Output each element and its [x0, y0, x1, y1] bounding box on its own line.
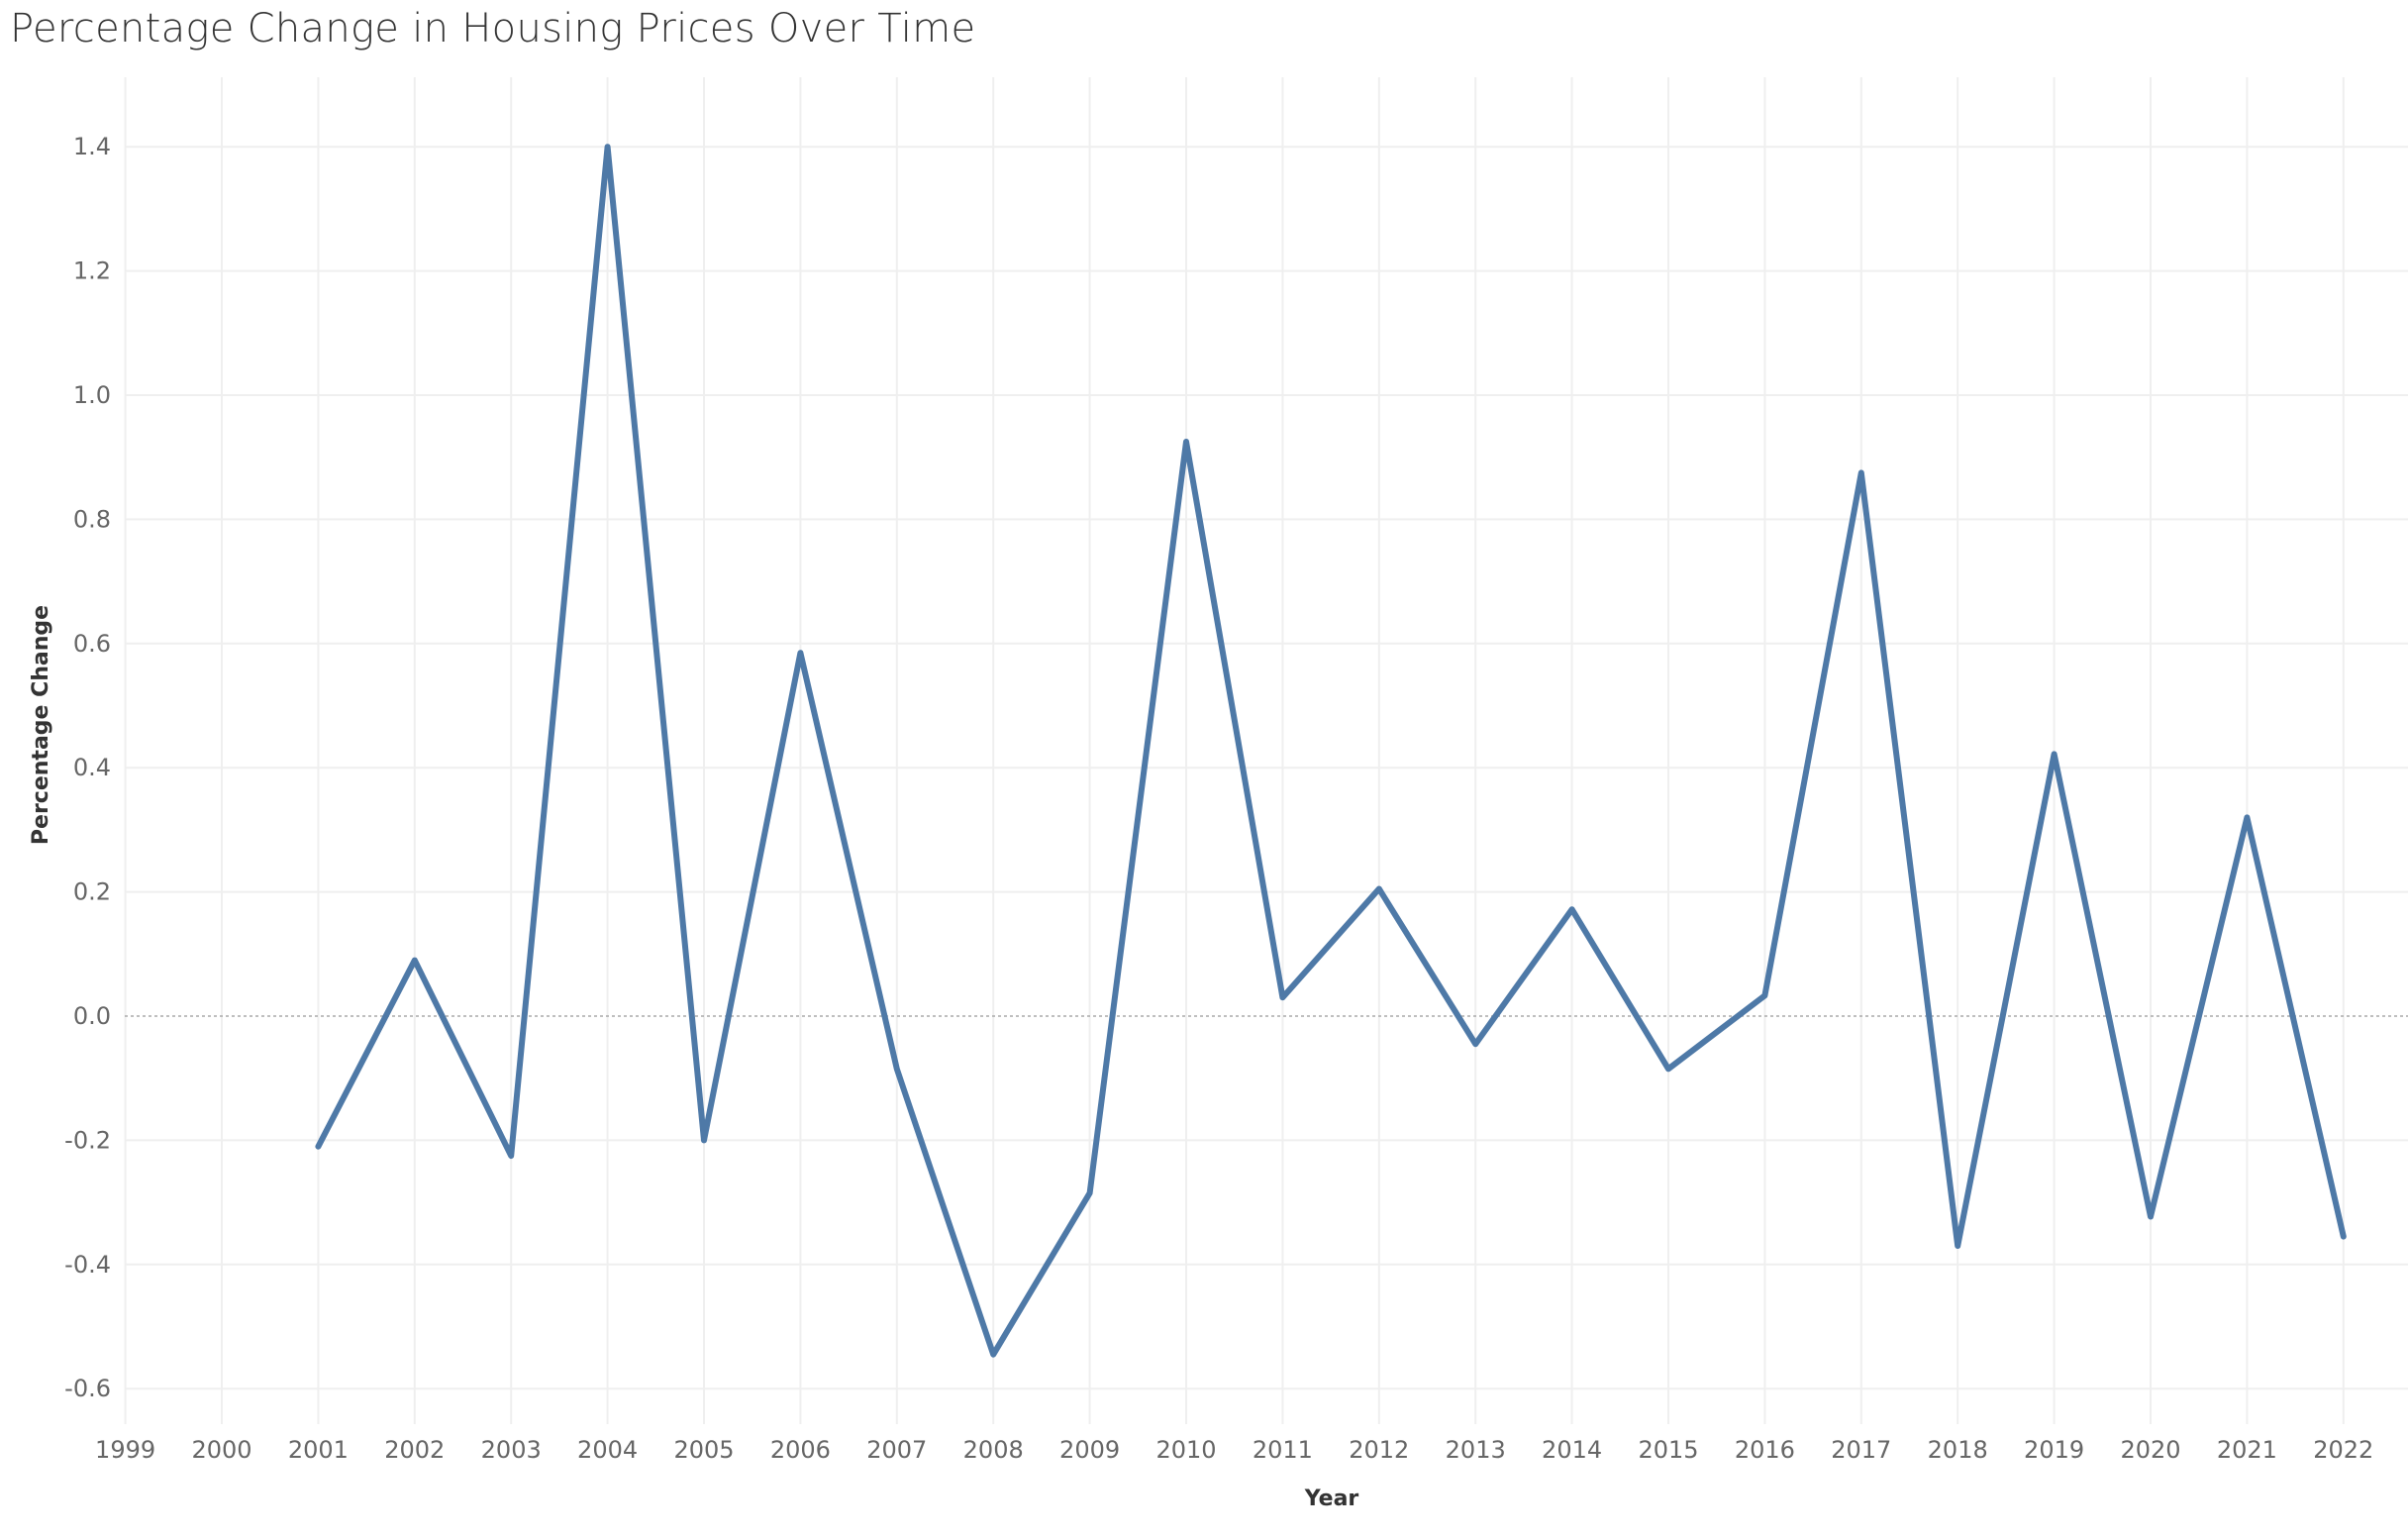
x-tick-label: 2021 [2217, 1436, 2277, 1464]
chart-title: Percentage Change in Housing Prices Over… [10, 6, 976, 51]
x-tick-label: 2017 [1831, 1436, 1891, 1464]
x-tick-label: 2009 [1059, 1436, 1120, 1464]
horizontal-gridlines [125, 146, 2408, 1390]
y-tick-label: -0.2 [64, 1126, 111, 1154]
x-axis-title: Year [1304, 1487, 1359, 1511]
x-tick-label: 2001 [288, 1436, 349, 1464]
x-tick-label: 2003 [481, 1436, 542, 1464]
series-line [315, 144, 2347, 1358]
y-tick-label: 0.8 [73, 505, 111, 533]
y-tick-label: -0.6 [64, 1375, 111, 1402]
x-tick-label: 2020 [2120, 1436, 2180, 1464]
y-tick-label: 0.4 [73, 754, 111, 781]
x-tick-label: 2005 [673, 1436, 734, 1464]
y-tick-label: 0.2 [73, 878, 111, 906]
y-tick-label: -0.4 [64, 1251, 111, 1279]
y-tick-label: 1.2 [73, 257, 111, 285]
x-tick-label: 2016 [1735, 1436, 1795, 1464]
x-tick-label: 2002 [384, 1436, 445, 1464]
x-tick-label: 2013 [1446, 1436, 1506, 1464]
y-tick-label: 1.0 [73, 381, 111, 409]
x-tick-label: 2014 [1542, 1436, 1602, 1464]
x-tick-label: 2022 [2313, 1436, 2373, 1464]
x-tick-label: 2015 [1638, 1436, 1698, 1464]
y-axis-title: Percentage Change [29, 605, 53, 845]
y-tick-label: 0.6 [73, 630, 111, 658]
x-tick-label: 2012 [1349, 1436, 1409, 1464]
x-tick-label: 2010 [1155, 1436, 1216, 1464]
y-tick-label: 0.0 [73, 1002, 111, 1030]
x-tick-label: 2004 [577, 1436, 638, 1464]
x-tick-label: 2007 [866, 1436, 927, 1464]
x-tick-label: 2008 [963, 1436, 1024, 1464]
x-tick-label: 2018 [1928, 1436, 1988, 1464]
x-tick-label: 2019 [2024, 1436, 2084, 1464]
vertical-gridlines [124, 77, 2345, 1424]
x-tick-label: 2011 [1253, 1436, 1313, 1464]
x-tick-label: 2000 [191, 1436, 251, 1464]
x-tick-label: 2006 [770, 1436, 831, 1464]
y-axis-tick-labels: 1.4 1.2 1.0 0.8 0.6 0.4 0.2 0.0 -0.2 -0.4 -0.6 [64, 133, 111, 1402]
x-axis-tick-labels: 1999 2000 2001 2002 2003 2004 2005 2006 2007 2008… [95, 1436, 2373, 1464]
y-tick-label: 1.4 [73, 133, 111, 160]
x-tick-label: 1999 [95, 1436, 155, 1464]
